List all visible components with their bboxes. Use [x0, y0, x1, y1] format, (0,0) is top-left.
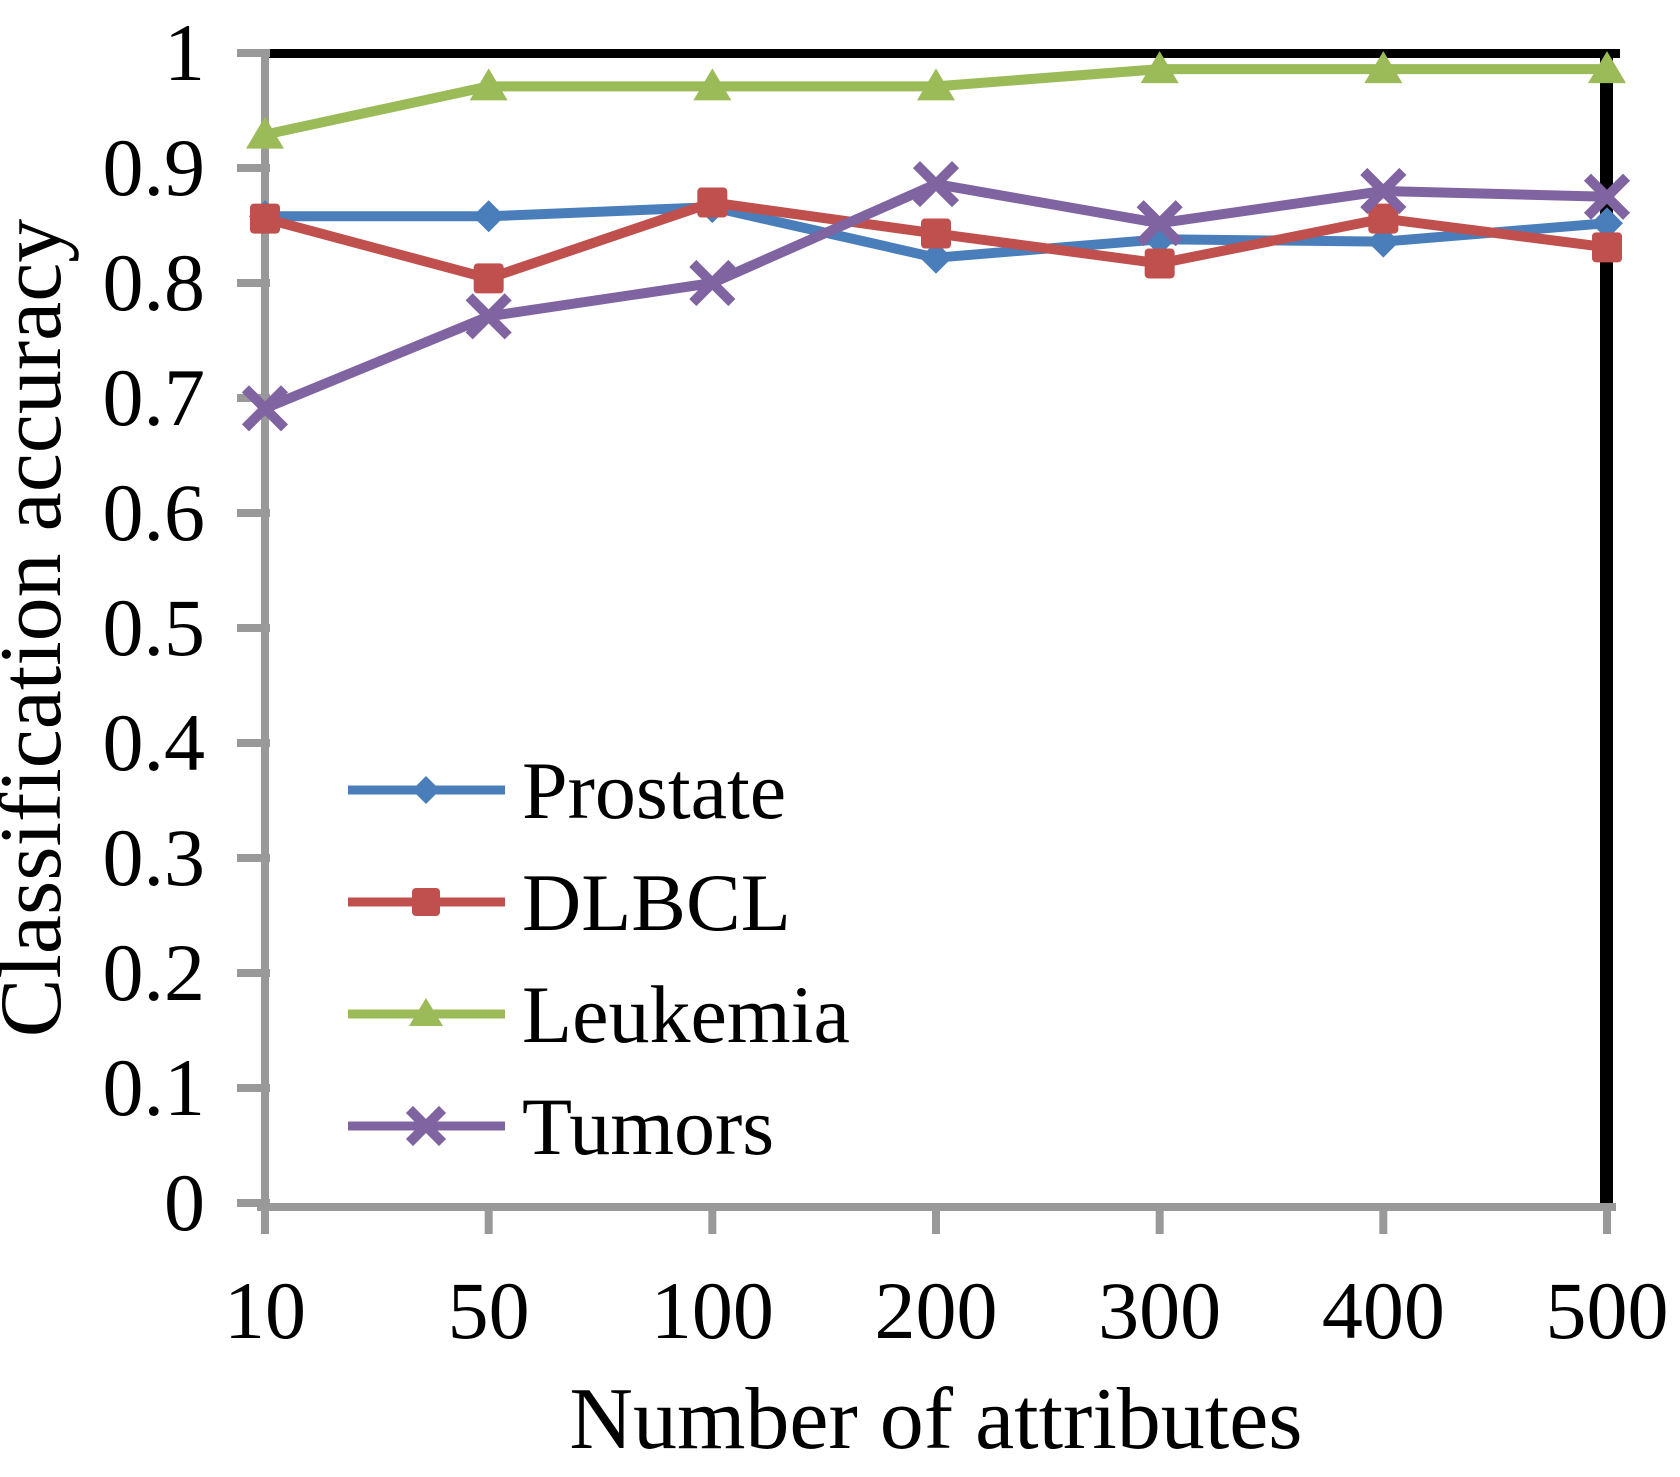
- data-point-marker: [1583, 173, 1631, 220]
- data-point-marker: [1591, 207, 1623, 240]
- y-tick: [237, 969, 270, 977]
- y-tick: [237, 49, 270, 57]
- legend-marker: [405, 1105, 447, 1147]
- y-tick: [237, 509, 270, 517]
- y-tick-label: 0.1: [103, 1042, 206, 1133]
- chart-frame-top: [261, 49, 1620, 58]
- x-tick: [708, 1207, 717, 1234]
- y-tick-label: 0.4: [103, 697, 206, 788]
- data-point-marker: [1588, 51, 1626, 84]
- y-tick-label: 0.3: [103, 812, 206, 903]
- chart-frame-right: [1600, 49, 1613, 1211]
- series-leukemia: [246, 51, 1626, 149]
- x-tick-label: 10: [224, 1265, 306, 1356]
- data-point-marker: [689, 259, 736, 307]
- legend-label: DLBCL: [522, 857, 791, 948]
- y-tick-label: 1: [164, 7, 205, 98]
- legend-marker: [412, 888, 440, 916]
- series-tumors: [241, 161, 1631, 432]
- x-tick-label: 500: [1546, 1265, 1669, 1356]
- x-tick: [484, 1207, 493, 1234]
- data-point-marker: [1360, 167, 1407, 215]
- y-tick-label: 0.2: [103, 927, 206, 1018]
- y-tick: [237, 1199, 270, 1207]
- y-tick: [237, 164, 270, 172]
- legend-item-prostate: Prostate: [348, 745, 786, 836]
- y-tick: [237, 624, 270, 632]
- data-point-marker: [912, 161, 960, 208]
- x-tick: [1603, 1207, 1611, 1234]
- x-tick: [932, 1207, 940, 1234]
- data-point-marker: [1368, 203, 1399, 234]
- data-point-marker: [697, 187, 728, 218]
- legend-item-tumors: Tumors: [348, 1081, 774, 1172]
- x-tick-label: 100: [651, 1265, 774, 1356]
- data-point-marker: [920, 241, 952, 274]
- data-point-marker: [250, 203, 280, 234]
- data-point-marker: [465, 293, 512, 340]
- y-tick-label: 0: [164, 1157, 205, 1248]
- data-point-marker: [1136, 200, 1183, 247]
- x-axis-title: Number of attributes: [569, 1371, 1302, 1468]
- data-point-marker: [1592, 232, 1622, 263]
- series-dlbcl: [250, 187, 1622, 294]
- y-axis-title: Classification accuracy: [0, 219, 80, 1038]
- legend-label: Prostate: [522, 745, 786, 836]
- y-tick-label: 0.8: [103, 237, 206, 328]
- data-point-marker: [472, 200, 505, 233]
- y-tick: [237, 739, 270, 747]
- legend-label: Tumors: [522, 1081, 774, 1172]
- legend-item-dlbcl: DLBCL: [348, 857, 791, 948]
- legend-marker: [409, 998, 443, 1026]
- x-tick: [1379, 1207, 1388, 1234]
- legend-label: Leukemia: [522, 969, 850, 1060]
- y-tick: [237, 854, 270, 862]
- y-axis-line: [261, 49, 269, 1234]
- data-point-marker: [473, 263, 504, 294]
- legend-marker: [412, 776, 440, 804]
- data-point-marker: [246, 116, 284, 149]
- data-point-marker: [1140, 51, 1179, 84]
- x-tick: [1155, 1207, 1164, 1234]
- x-tick: [261, 1207, 269, 1234]
- data-point-marker: [469, 68, 508, 101]
- x-tick-label: 50: [448, 1265, 530, 1356]
- data-point-marker: [241, 385, 289, 432]
- data-point-marker: [693, 68, 732, 101]
- y-tick-label: 0.7: [103, 352, 206, 443]
- x-tick-label: 200: [875, 1265, 998, 1356]
- y-tick-label: 0.6: [103, 467, 206, 558]
- data-point-marker: [921, 218, 951, 249]
- y-tick-label: 0.5: [103, 582, 206, 673]
- data-point-marker: [1364, 51, 1403, 84]
- x-tick-label: 400: [1322, 1265, 1445, 1356]
- data-point-marker: [1144, 248, 1175, 279]
- x-tick-label: 300: [1098, 1265, 1221, 1356]
- legend: Prostate DLBCL Leukemia Tumors: [348, 745, 850, 1172]
- data-point-marker: [917, 68, 955, 101]
- y-tick: [237, 1084, 270, 1092]
- y-tick-label: 0.9: [103, 122, 206, 213]
- legend-item-leukemia: Leukemia: [348, 969, 850, 1060]
- y-tick: [237, 279, 270, 287]
